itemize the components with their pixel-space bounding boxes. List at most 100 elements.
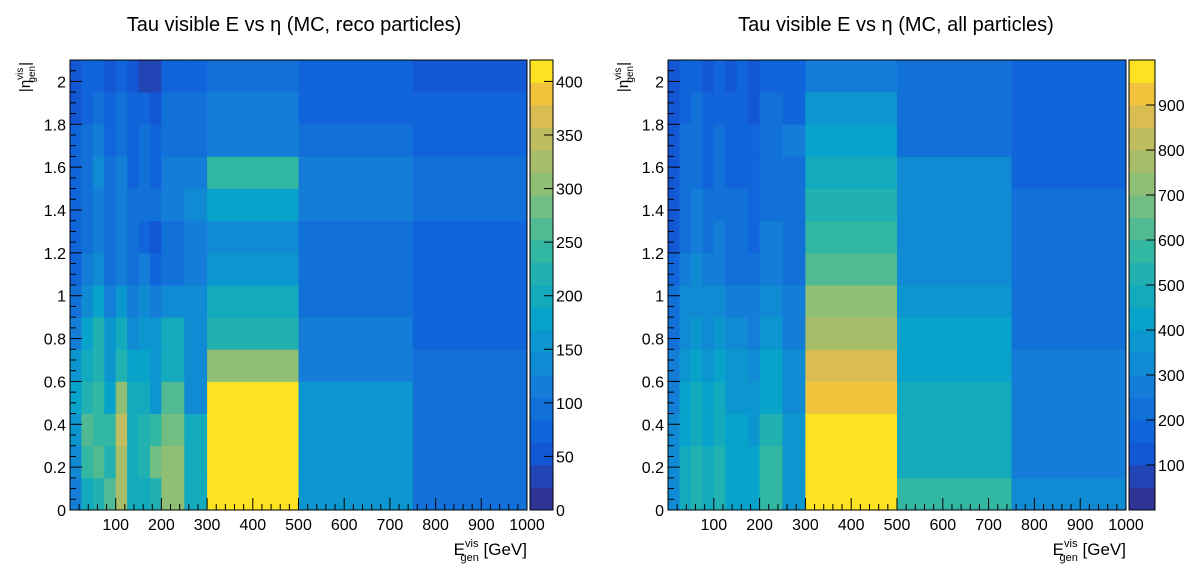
heatmap-cell — [184, 477, 208, 511]
heatmap-cell — [748, 381, 760, 414]
heatmap-cell — [298, 445, 414, 479]
y-tick-label: 0.2 — [44, 460, 66, 477]
heatmap-cell — [115, 349, 128, 382]
heatmap-cell — [725, 349, 738, 382]
heatmap-cell — [412, 156, 528, 189]
y-tick-label: 0.8 — [44, 332, 66, 349]
heatmap-cell — [81, 317, 94, 350]
heatmap-cell — [897, 60, 1012, 93]
heatmap-cell — [115, 156, 128, 189]
heatmap-cell — [81, 156, 94, 189]
heatmap-cell — [138, 60, 151, 93]
heatmap-cell — [668, 124, 680, 157]
heatmap-cell — [759, 220, 783, 254]
heatmap-cell — [104, 188, 117, 222]
heatmap-cell — [897, 252, 1012, 286]
heatmap-cell — [138, 124, 151, 157]
heatmap-cell — [161, 349, 185, 382]
heatmap-cell — [1011, 60, 1127, 93]
color-bar-level — [1129, 172, 1155, 196]
color-bar-tick-label: 800 — [1158, 143, 1185, 160]
heatmap-cell — [149, 124, 162, 157]
heatmap-cell — [736, 156, 749, 189]
heatmap-cell — [298, 285, 414, 318]
heatmap-cell — [679, 381, 692, 414]
heatmap-cells — [668, 60, 1127, 511]
heatmap-cell — [702, 252, 715, 286]
heatmap-cell — [690, 317, 703, 350]
heatmap-cell — [702, 445, 715, 479]
heatmap-cell — [127, 477, 139, 511]
heatmap-cell — [92, 220, 105, 254]
heatmap-cell — [298, 413, 414, 447]
color-bar-level — [530, 82, 553, 106]
heatmap-cell — [759, 252, 783, 286]
heatmap-cell — [736, 477, 749, 511]
heatmap-cell — [679, 477, 692, 511]
heatmap-cell — [298, 220, 414, 254]
y-tick-label: 2 — [57, 74, 66, 91]
heatmap-cell — [897, 188, 1012, 222]
heatmap-cell — [679, 445, 692, 479]
heatmap-cell — [161, 220, 185, 254]
heatmap-cell — [713, 445, 726, 479]
color-bar-level — [1129, 397, 1155, 421]
heatmap-cell — [668, 92, 680, 125]
x-axis-title: Evis gen [GeV] — [454, 538, 527, 564]
heatmap-cell — [736, 413, 749, 447]
heatmap-cell — [115, 60, 128, 93]
heatmap-cell — [104, 124, 117, 157]
heatmap-cell — [725, 220, 738, 254]
heatmap-cell — [161, 413, 185, 447]
heatmap-cell — [897, 220, 1012, 254]
color-bar-level — [1129, 442, 1155, 466]
heatmap-cell — [1011, 477, 1127, 511]
heatmap-cell — [138, 92, 151, 125]
y-tick-label: 1 — [655, 289, 664, 306]
x-tick-label: 100 — [102, 517, 129, 534]
heatmap-cell — [897, 477, 1012, 511]
heatmap-cell — [702, 317, 715, 350]
y-tick-label: 2 — [655, 74, 664, 91]
heatmap-cell — [298, 349, 414, 382]
heatmap-cell — [207, 413, 299, 447]
heatmap-cell — [127, 124, 139, 157]
heatmap-cell — [184, 124, 208, 157]
color-bar-level — [1129, 82, 1155, 106]
heatmap-cell — [127, 317, 139, 350]
heatmap-cell — [782, 92, 806, 125]
heatmap-cell — [138, 445, 151, 479]
heatmap-cell — [149, 188, 162, 222]
color-bar-tick-label: 100 — [556, 396, 583, 413]
color-bar-tick-label: 400 — [556, 74, 583, 91]
y-tick-label: 0.4 — [44, 417, 66, 434]
heatmap-cell — [149, 92, 162, 125]
heatmap-cell — [104, 349, 117, 382]
heatmap-cell — [725, 124, 738, 157]
x-tick-label: 900 — [468, 517, 495, 534]
heatmap-cell — [1011, 413, 1127, 447]
heatmap-cell — [702, 413, 715, 447]
heatmap-cell — [149, 252, 162, 286]
heatmap-cell — [679, 92, 692, 125]
heatmap-cell — [782, 156, 806, 189]
x-axis: 100 200 300 400 500 600 700 800 900 1000 — [667, 498, 1144, 534]
color-bar-level — [530, 420, 553, 443]
heatmap-cell — [748, 92, 760, 125]
heatmap-cell — [679, 124, 692, 157]
heatmap-cell — [138, 381, 151, 414]
heatmap-cell — [70, 60, 82, 93]
heatmap-cell — [759, 381, 783, 414]
heatmap-cell — [149, 317, 162, 350]
x-tick-label: 100 — [700, 517, 727, 534]
heatmap-cell — [104, 220, 117, 254]
heatmap-cell — [70, 252, 82, 286]
heatmap-cell — [748, 413, 760, 447]
heatmap-cell — [782, 124, 806, 157]
heatmap-cell — [1011, 285, 1127, 318]
heatmap-cell — [725, 60, 738, 93]
color-bar-level — [530, 172, 553, 196]
x-tick-label: 700 — [975, 517, 1002, 534]
color-bar-level — [1129, 352, 1155, 376]
